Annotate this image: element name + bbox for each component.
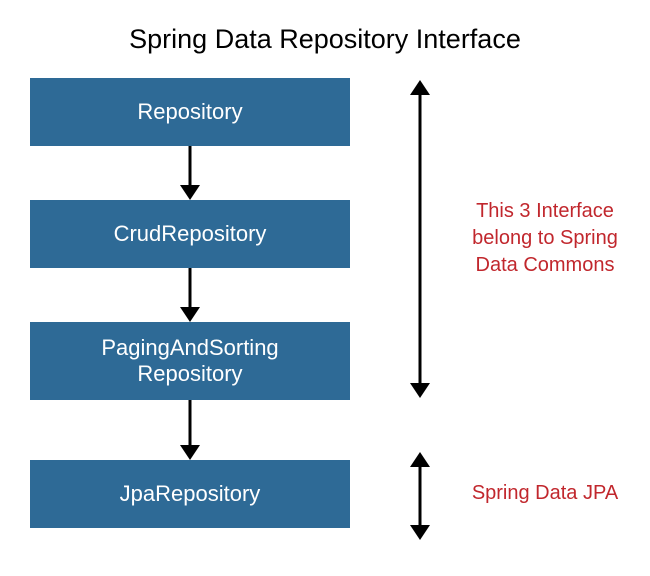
node-crud: CrudRepository [30, 200, 350, 268]
bracket-arrowhead-down-0 [410, 383, 430, 398]
annotation-1: Spring Data JPA [450, 480, 640, 507]
bracket-arrowhead-up-0 [410, 80, 430, 95]
annotation-0: This 3 Interfacebelong to SpringData Com… [450, 198, 640, 279]
edge-arrowhead-1 [180, 307, 200, 322]
bracket-arrowhead-up-1 [410, 452, 430, 467]
edge-arrowhead-0 [180, 185, 200, 200]
node-repo: Repository [30, 78, 350, 146]
bracket-arrowhead-down-1 [410, 525, 430, 540]
node-paging: PagingAndSortingRepository [30, 322, 350, 400]
page-title: Spring Data Repository Interface [0, 24, 650, 55]
edge-arrowhead-2 [180, 445, 200, 460]
node-jpa: JpaRepository [30, 460, 350, 528]
